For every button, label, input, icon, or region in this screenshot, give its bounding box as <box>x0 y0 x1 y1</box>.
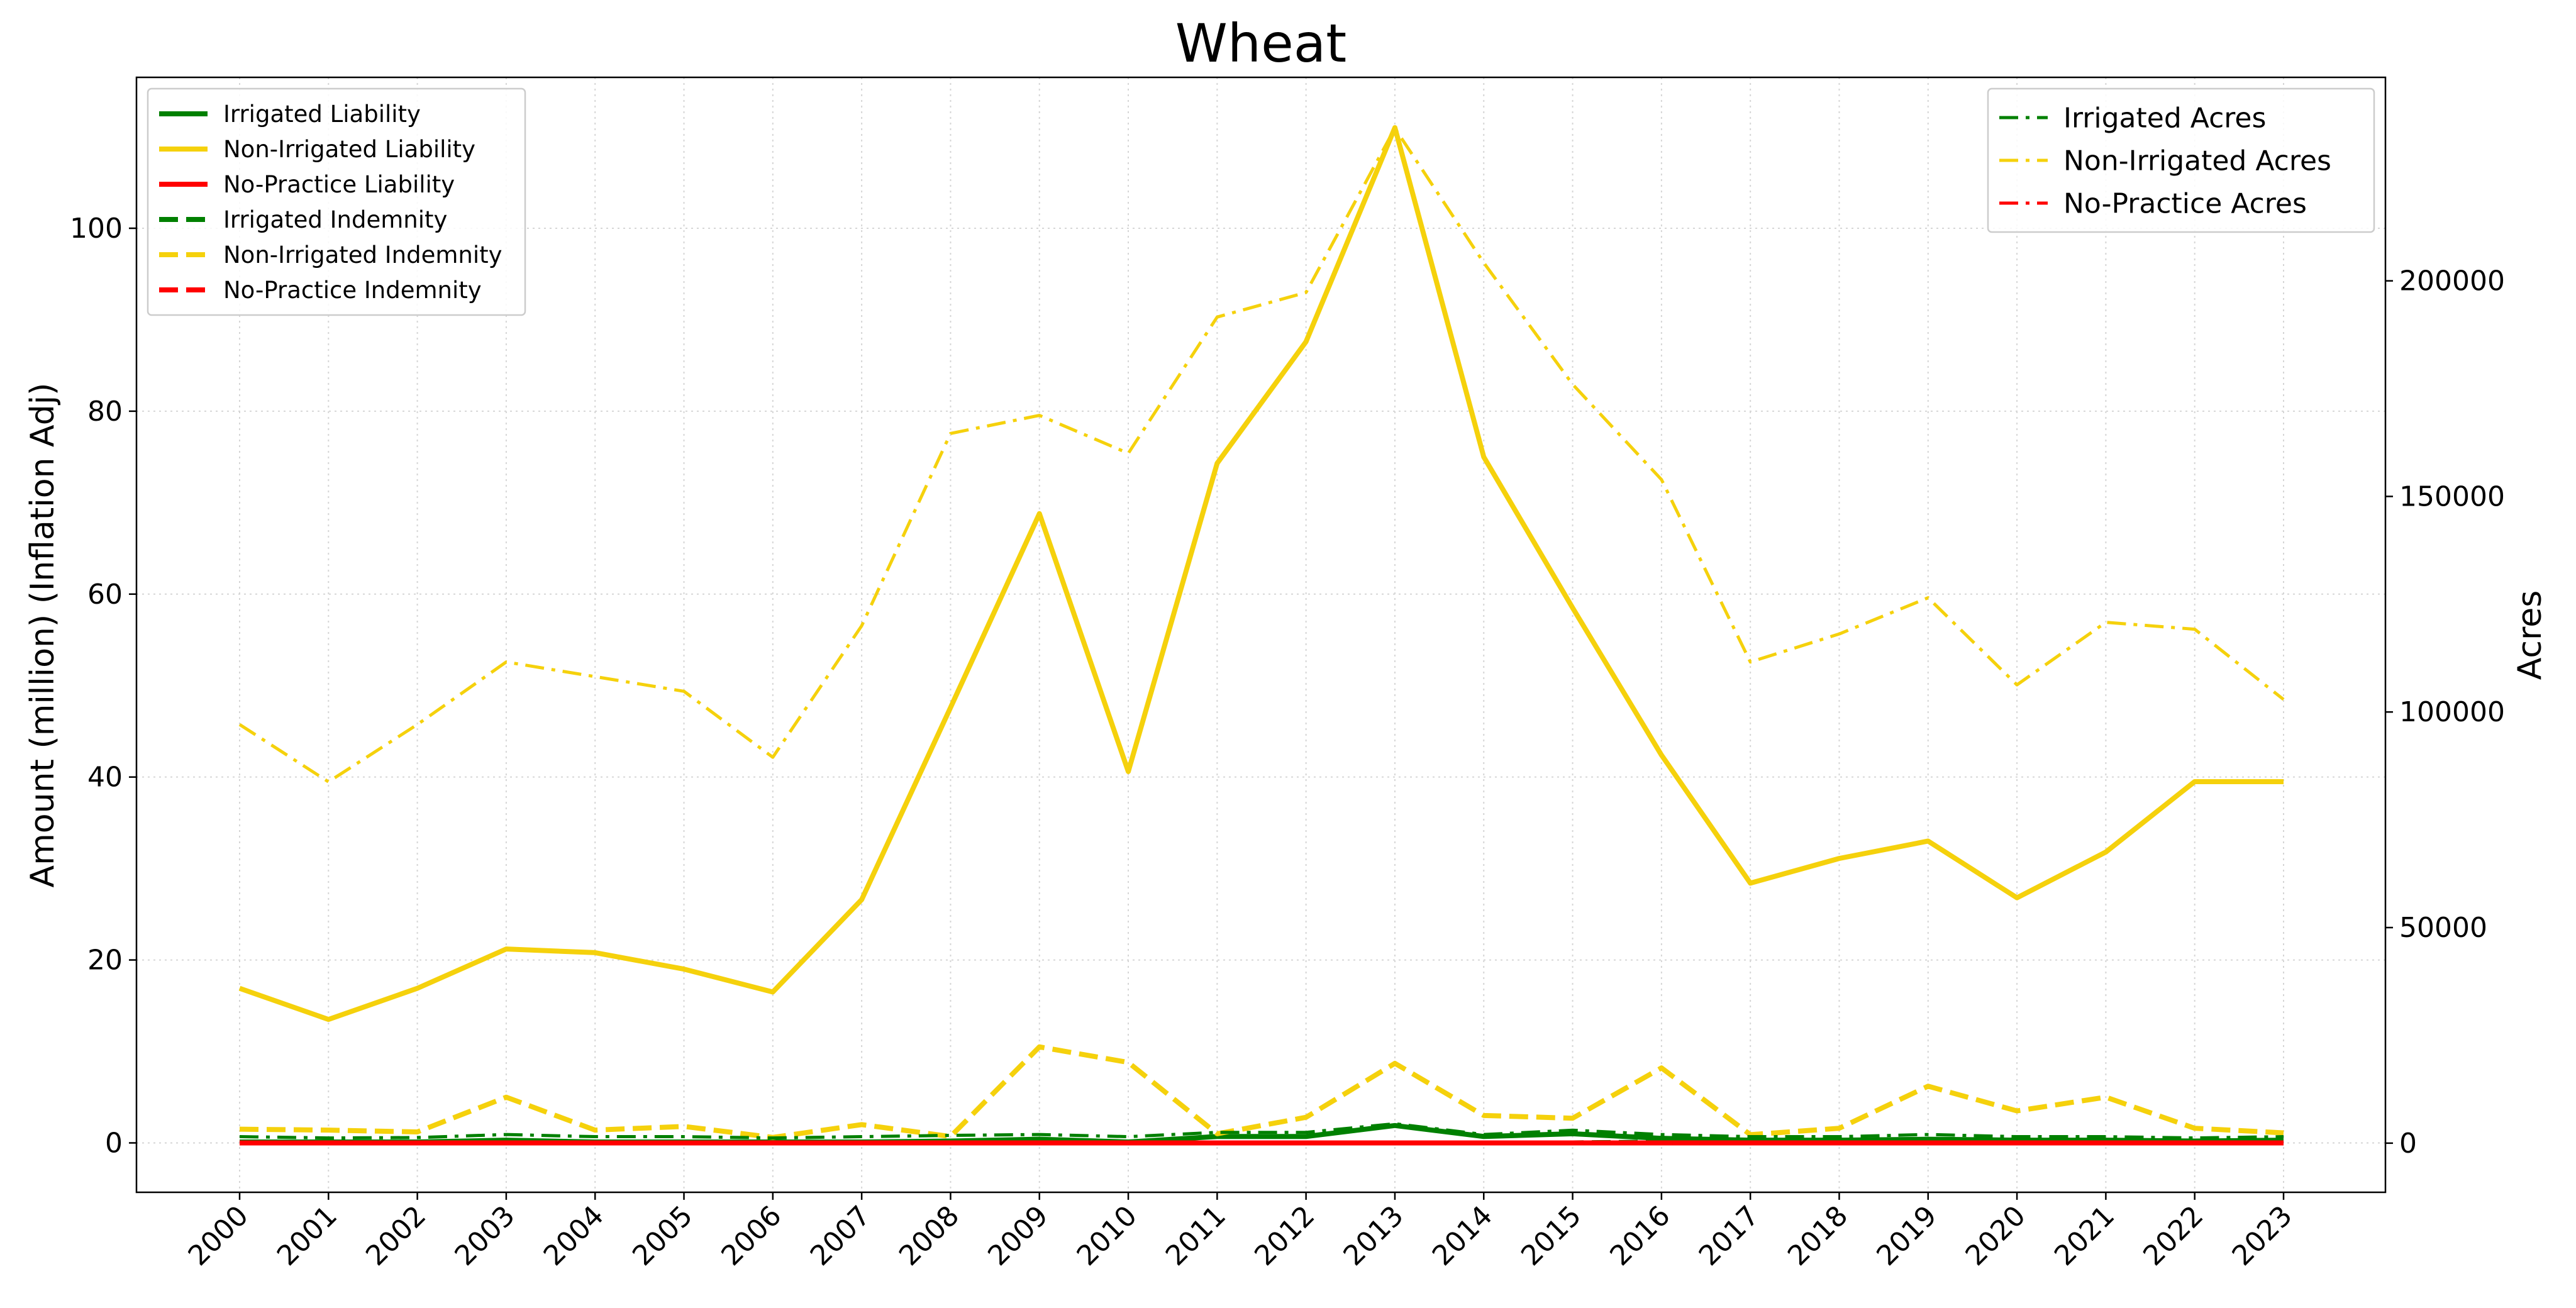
legend-box <box>147 87 526 316</box>
y-tick-label: 60 <box>87 579 123 611</box>
y-tick-label: 100 <box>70 213 123 245</box>
y2-tick-label: 100000 <box>2399 696 2505 728</box>
y-axis-label: Amount (million) (Inflation Adj) <box>24 383 62 888</box>
y-tick-label: 20 <box>87 945 123 977</box>
series-line <box>239 1044 2284 1140</box>
y2-tick-label: 200000 <box>2399 265 2505 297</box>
y-tick-label: 40 <box>87 762 123 794</box>
legend-label: Irrigated Acres <box>2063 102 2266 134</box>
y2-tick-label: 50000 <box>2399 912 2487 944</box>
series-line <box>238 125 2284 1023</box>
y-tick-label: 0 <box>105 1127 123 1159</box>
series-line <box>238 126 2285 784</box>
series-line <box>239 1122 2284 1140</box>
y-tick-label: 80 <box>87 396 123 428</box>
legend-label: Irrigated Liability <box>223 101 421 128</box>
y2-tick-label: 0 <box>2399 1128 2417 1160</box>
legend-label: Non-Irrigated Acres <box>2063 145 2331 177</box>
chart-title: Wheat <box>1175 13 1346 74</box>
plot-frame <box>135 76 2387 1194</box>
y2-tick-label: 150000 <box>2399 480 2505 513</box>
legend-box <box>1987 87 2375 233</box>
legend-label: No-Practice Liability <box>223 171 455 198</box>
legend-label: Non-Irrigated Liability <box>223 136 475 163</box>
y2-axis-label: Acres <box>2511 590 2549 680</box>
legend-label: No-Practice Indemnity <box>223 277 482 304</box>
legend-label: No-Practice Acres <box>2063 187 2307 219</box>
legend-label: Irrigated Indemnity <box>223 206 447 233</box>
legend-label: Non-Irrigated Indemnity <box>223 241 502 269</box>
